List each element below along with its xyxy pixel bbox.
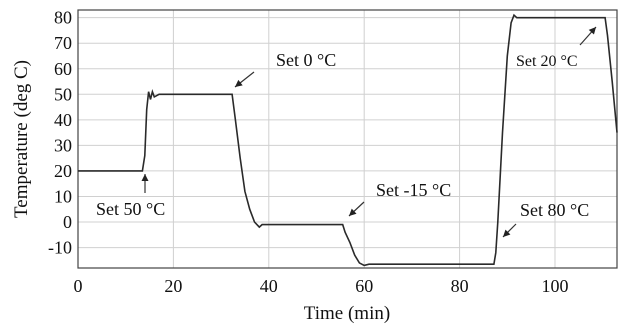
annotation-3: Set 80 °C — [502, 200, 589, 238]
y-tick-label: -10 — [48, 238, 72, 258]
y-tick-label: 20 — [54, 161, 72, 181]
y-tick-label: 60 — [54, 59, 72, 79]
y-tick-label: 30 — [54, 135, 72, 155]
annotation-label: Set 80 °C — [520, 200, 589, 220]
y-tick-label: 0 — [63, 212, 72, 232]
y-axis-title: Temperature (deg C) — [11, 60, 32, 218]
annotation-1: Set 0 °C — [234, 50, 336, 88]
x-tick-label: 20 — [164, 276, 182, 296]
y-tick-label: 80 — [54, 8, 72, 28]
annotation-label: Set 50 °C — [96, 199, 165, 219]
annotation-arrowhead — [503, 229, 511, 237]
temperature-series-line — [78, 13, 618, 267]
annotation-label: Set 0 °C — [276, 50, 336, 70]
y-tick-label: 70 — [54, 33, 72, 53]
annotation-layer: Set 50 °C Set 0 °C Set -15 °C Set 80 °C Set … — [96, 26, 597, 238]
x-tick-label: 60 — [355, 276, 373, 296]
x-tick-label: 80 — [451, 276, 469, 296]
plot-frame — [77, 9, 618, 269]
x-axis-ticks: 0 20 40 60 80 100 — [74, 276, 569, 296]
y-axis-ticks: -10 0 10 20 30 40 50 60 70 80 — [48, 8, 72, 258]
y-tick-label: 10 — [54, 186, 72, 206]
annotation-4: Set 20 °C — [516, 26, 597, 70]
annotation-arrowhead — [235, 79, 243, 87]
annotation-2: Set -15 °C — [348, 180, 451, 217]
series-layer — [78, 13, 618, 267]
x-axis-title: Time (min) — [304, 303, 390, 324]
grid-layer — [77, 10, 617, 268]
x-tick-label: 100 — [541, 276, 568, 296]
annotation-arrowhead — [141, 174, 149, 181]
annotation-0: Set 50 °C — [96, 174, 165, 219]
x-tick-label: 40 — [260, 276, 278, 296]
x-tick-label: 0 — [74, 276, 83, 296]
annotation-arrowhead — [588, 27, 596, 35]
y-tick-label: 50 — [54, 84, 72, 104]
annotation-arrowhead — [349, 208, 357, 216]
annotation-label: Set 20 °C — [516, 53, 578, 70]
y-tick-label: 40 — [54, 110, 72, 130]
annotation-label: Set -15 °C — [376, 180, 451, 200]
